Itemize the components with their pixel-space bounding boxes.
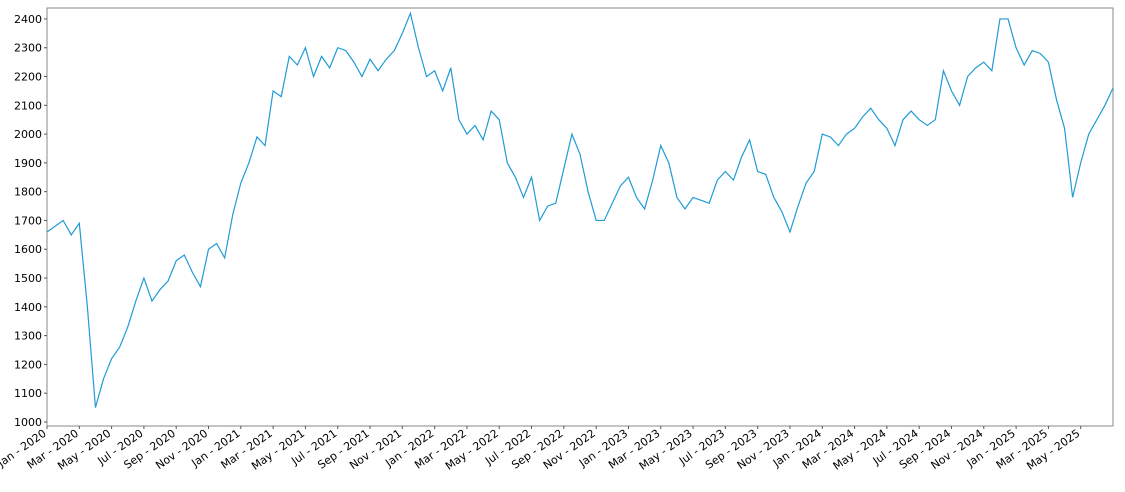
y-tick-label: 1200: [14, 358, 42, 371]
y-tick-label: 1800: [14, 186, 42, 199]
line-series: [46, 11, 1114, 408]
y-tick-label: 1900: [14, 157, 42, 170]
y-tick-label: 1500: [14, 272, 42, 285]
y-tick-label: 2400: [14, 13, 42, 26]
y-tick-label: 1000: [14, 416, 42, 429]
y-tick-label: 1100: [14, 387, 42, 400]
y-tick-label: 2100: [14, 99, 42, 112]
y-tick-label: 1300: [14, 330, 42, 343]
y-tick-label: 1600: [14, 243, 42, 256]
y-tick-label: 1400: [14, 301, 42, 314]
plot-frame: [46, 7, 1114, 427]
y-tick-label: 2000: [14, 128, 42, 141]
y-tick-label: 1700: [14, 214, 42, 227]
y-tick-label: 2200: [14, 71, 42, 84]
y-tick-label: 2300: [14, 42, 42, 55]
